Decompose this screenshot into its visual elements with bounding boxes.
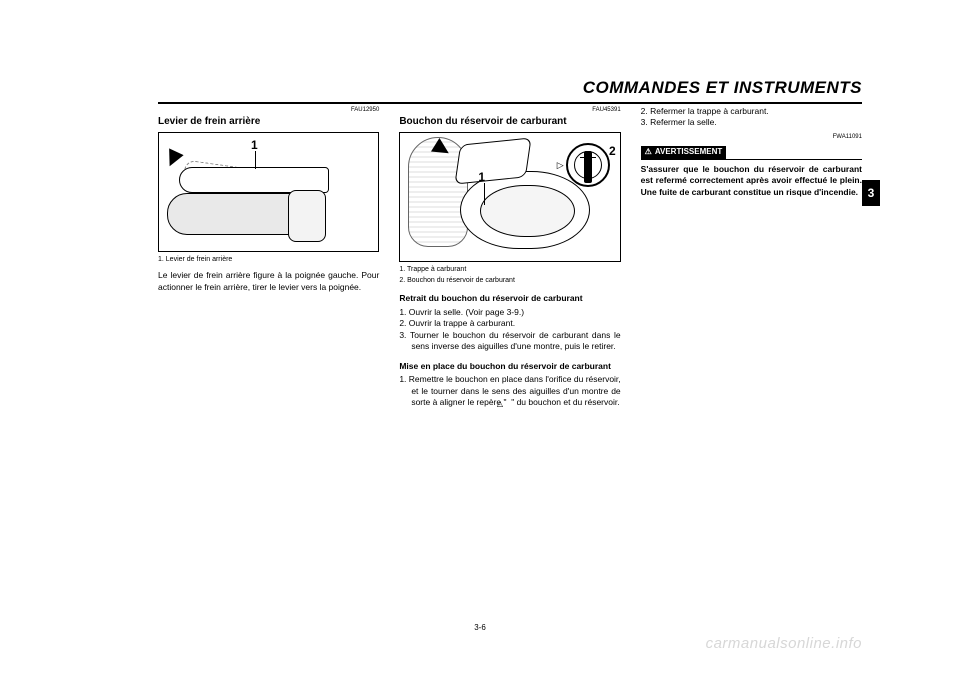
- step-item: 1. Remettre le bouchon en place dans l'o…: [411, 374, 620, 409]
- handle-grip-shape: [167, 193, 317, 235]
- steps-list: 1. Ouvrir la selle. (Voir page 3-9.) 2. …: [399, 307, 620, 353]
- step-item: 2. Ouvrir la trappe à carburant.: [411, 318, 620, 329]
- steps-list: 2. Refermer la trappe à carburant. 3. Re…: [641, 106, 862, 129]
- page-header: COMMANDES ET INSTRUMENTS: [158, 78, 862, 104]
- warning-label-text: AVERTISSEMENT: [655, 147, 722, 158]
- subheading-install-cap: Mise en place du bouchon du réservoir de…: [399, 361, 620, 372]
- page-number: 3-6: [0, 623, 960, 632]
- step-item: 2. Refermer la trappe à carburant.: [653, 106, 862, 117]
- ref-code: FWA11091: [641, 133, 862, 141]
- ref-code: FAU12950: [158, 106, 379, 114]
- figure-caption: 1. Levier de frein arrière: [158, 255, 379, 264]
- chapter-tab: 3: [862, 180, 880, 206]
- step-item: 3. Refermer la selle.: [653, 117, 862, 128]
- section-title-brake-lever: Levier de frein arrière: [158, 115, 379, 129]
- callout-leader-line: [580, 157, 596, 158]
- callout-leader-line: [255, 151, 256, 169]
- warning-block: ⚠ AVERTISSEMENT S'assurer que le bouchon…: [641, 142, 862, 198]
- body-paragraph: Le levier de frein arrière figure à la p…: [158, 270, 379, 293]
- callout-label-1: 1: [251, 137, 258, 153]
- figure-fuel-cap: ▷ 1 2: [399, 132, 620, 262]
- warning-body-text: S'assurer que le bouchon du réservoir de…: [641, 164, 862, 198]
- column-3: 2. Refermer la trappe à carburant. 3. Re…: [641, 106, 862, 409]
- content-columns: FAU12950 Levier de frein arrière 1 1. Le…: [158, 106, 862, 409]
- callout-label-2: 2: [609, 143, 616, 159]
- watermark-text: carmanualsonline.info: [706, 635, 862, 652]
- ref-code: FAU45391: [399, 106, 620, 114]
- callout-label-1: 1: [478, 169, 485, 185]
- figure-caption: 2. Bouchon du réservoir de carburant: [399, 276, 620, 285]
- manual-page: COMMANDES ET INSTRUMENTS 3 FAU12950 Levi…: [0, 0, 960, 678]
- step-text-post: " du bouchon et du réservoir.: [509, 397, 620, 407]
- align-mark-icon: ▷: [557, 159, 564, 171]
- motion-arrow-icon: [162, 148, 183, 169]
- compartment-inner: [480, 185, 575, 237]
- figure-caption: 1. Trappe à carburant: [399, 265, 620, 274]
- brake-lever-shape: [179, 167, 329, 193]
- callout-leader-line: [484, 183, 485, 205]
- column-1: FAU12950 Levier de frein arrière 1 1. Le…: [158, 106, 379, 409]
- subheading-remove-cap: Retrait du bouchon du réservoir de carbu…: [399, 293, 620, 304]
- warning-triangle-icon: ⚠: [645, 147, 652, 158]
- fuel-lid-shape: [455, 137, 532, 184]
- warning-rule: [641, 159, 862, 160]
- step-item: 1. Ouvrir la selle. (Voir page 3-9.): [411, 307, 620, 318]
- section-title-fuel-cap: Bouchon du réservoir de carburant: [399, 115, 620, 129]
- step-item: 3. Tourner le bouchon du réservoir de ca…: [411, 330, 620, 353]
- header-title: COMMANDES ET INSTRUMENTS: [158, 78, 862, 98]
- steps-list: 1. Remettre le bouchon en place dans l'o…: [399, 374, 620, 409]
- column-2: FAU45391 Bouchon du réservoir de carbura…: [399, 106, 620, 409]
- figure-brake-lever: 1: [158, 132, 379, 252]
- fuel-cap-shape: [566, 143, 610, 187]
- warning-label-box: ⚠ AVERTISSEMENT: [641, 146, 727, 159]
